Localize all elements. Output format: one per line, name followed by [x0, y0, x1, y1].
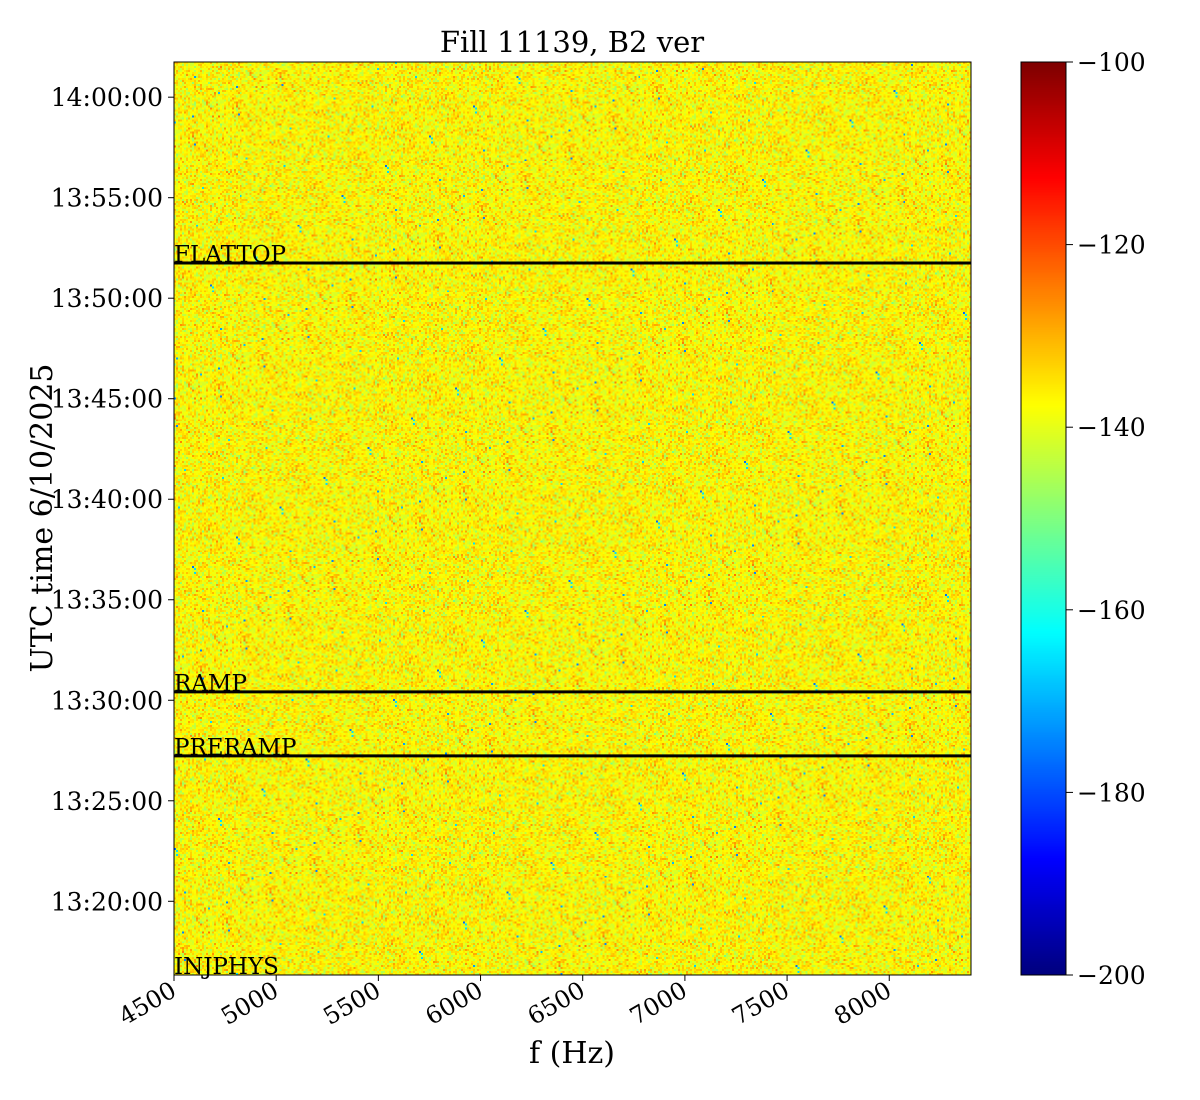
x-tick-label: 5500: [318, 976, 385, 1031]
x-tick-label: 5000: [216, 976, 283, 1031]
y-tick-label: 13:45:00: [51, 385, 163, 414]
colorbar-tick-label: −100: [1077, 48, 1146, 77]
y-tick-label: 13:55:00: [51, 184, 163, 213]
y-tick-label: 14:00:00: [51, 83, 163, 112]
y-tick-label: 13:35:00: [51, 586, 163, 615]
colorbar-tick-label: −180: [1077, 778, 1146, 807]
spectrogram-heatmap: [174, 62, 971, 975]
phase-label: PRERAMP: [174, 735, 297, 761]
x-tick-label: 8000: [829, 976, 896, 1031]
y-axis-ticks: 13:20:00 13:25:00 13:30:00 13:35:00 13:40:00…: [51, 83, 174, 916]
x-tick-label: 6500: [523, 976, 590, 1031]
colorbar-frame: [1020, 61, 1067, 976]
x-tick-label: 6000: [421, 976, 488, 1031]
phase-markers: FLATTOP RAMP PRERAMP INJPHYS: [174, 242, 971, 980]
colorbar-tick-label: −140: [1077, 413, 1146, 442]
x-tick-label: 7000: [625, 976, 692, 1031]
x-tick-label: 7500: [727, 976, 794, 1031]
colorbar-ticks: −200 −180 −160 −140 −120 −100: [1066, 48, 1146, 990]
plot-frame: [173, 61, 972, 976]
y-tick-label: 13:50:00: [51, 284, 163, 313]
colorbar-tick-label: −200: [1077, 961, 1146, 990]
chart-title: Fill 11139, B2 ver: [440, 25, 704, 59]
x-axis-label: f (Hz): [529, 1036, 615, 1071]
colorbar-tick-label: −120: [1077, 231, 1146, 260]
y-axis-label: UTC time 6/10/2025: [25, 364, 60, 673]
y-tick-label: 13:40:00: [51, 485, 163, 514]
x-axis-ticks: 4500 5000 5500 6000 6500 7000 7500 8000: [114, 975, 896, 1031]
y-tick-label: 13:30:00: [51, 686, 163, 715]
phase-label: FLATTOP: [174, 242, 286, 268]
colorbar-gradient: [1021, 62, 1066, 975]
y-tick-label: 13:20:00: [51, 887, 163, 916]
x-tick-label: 4500: [114, 976, 181, 1031]
colorbar-tick-label: −160: [1077, 596, 1146, 625]
phase-label: RAMP: [174, 671, 247, 697]
phase-label: INJPHYS: [174, 954, 279, 980]
y-tick-label: 13:25:00: [51, 787, 163, 816]
